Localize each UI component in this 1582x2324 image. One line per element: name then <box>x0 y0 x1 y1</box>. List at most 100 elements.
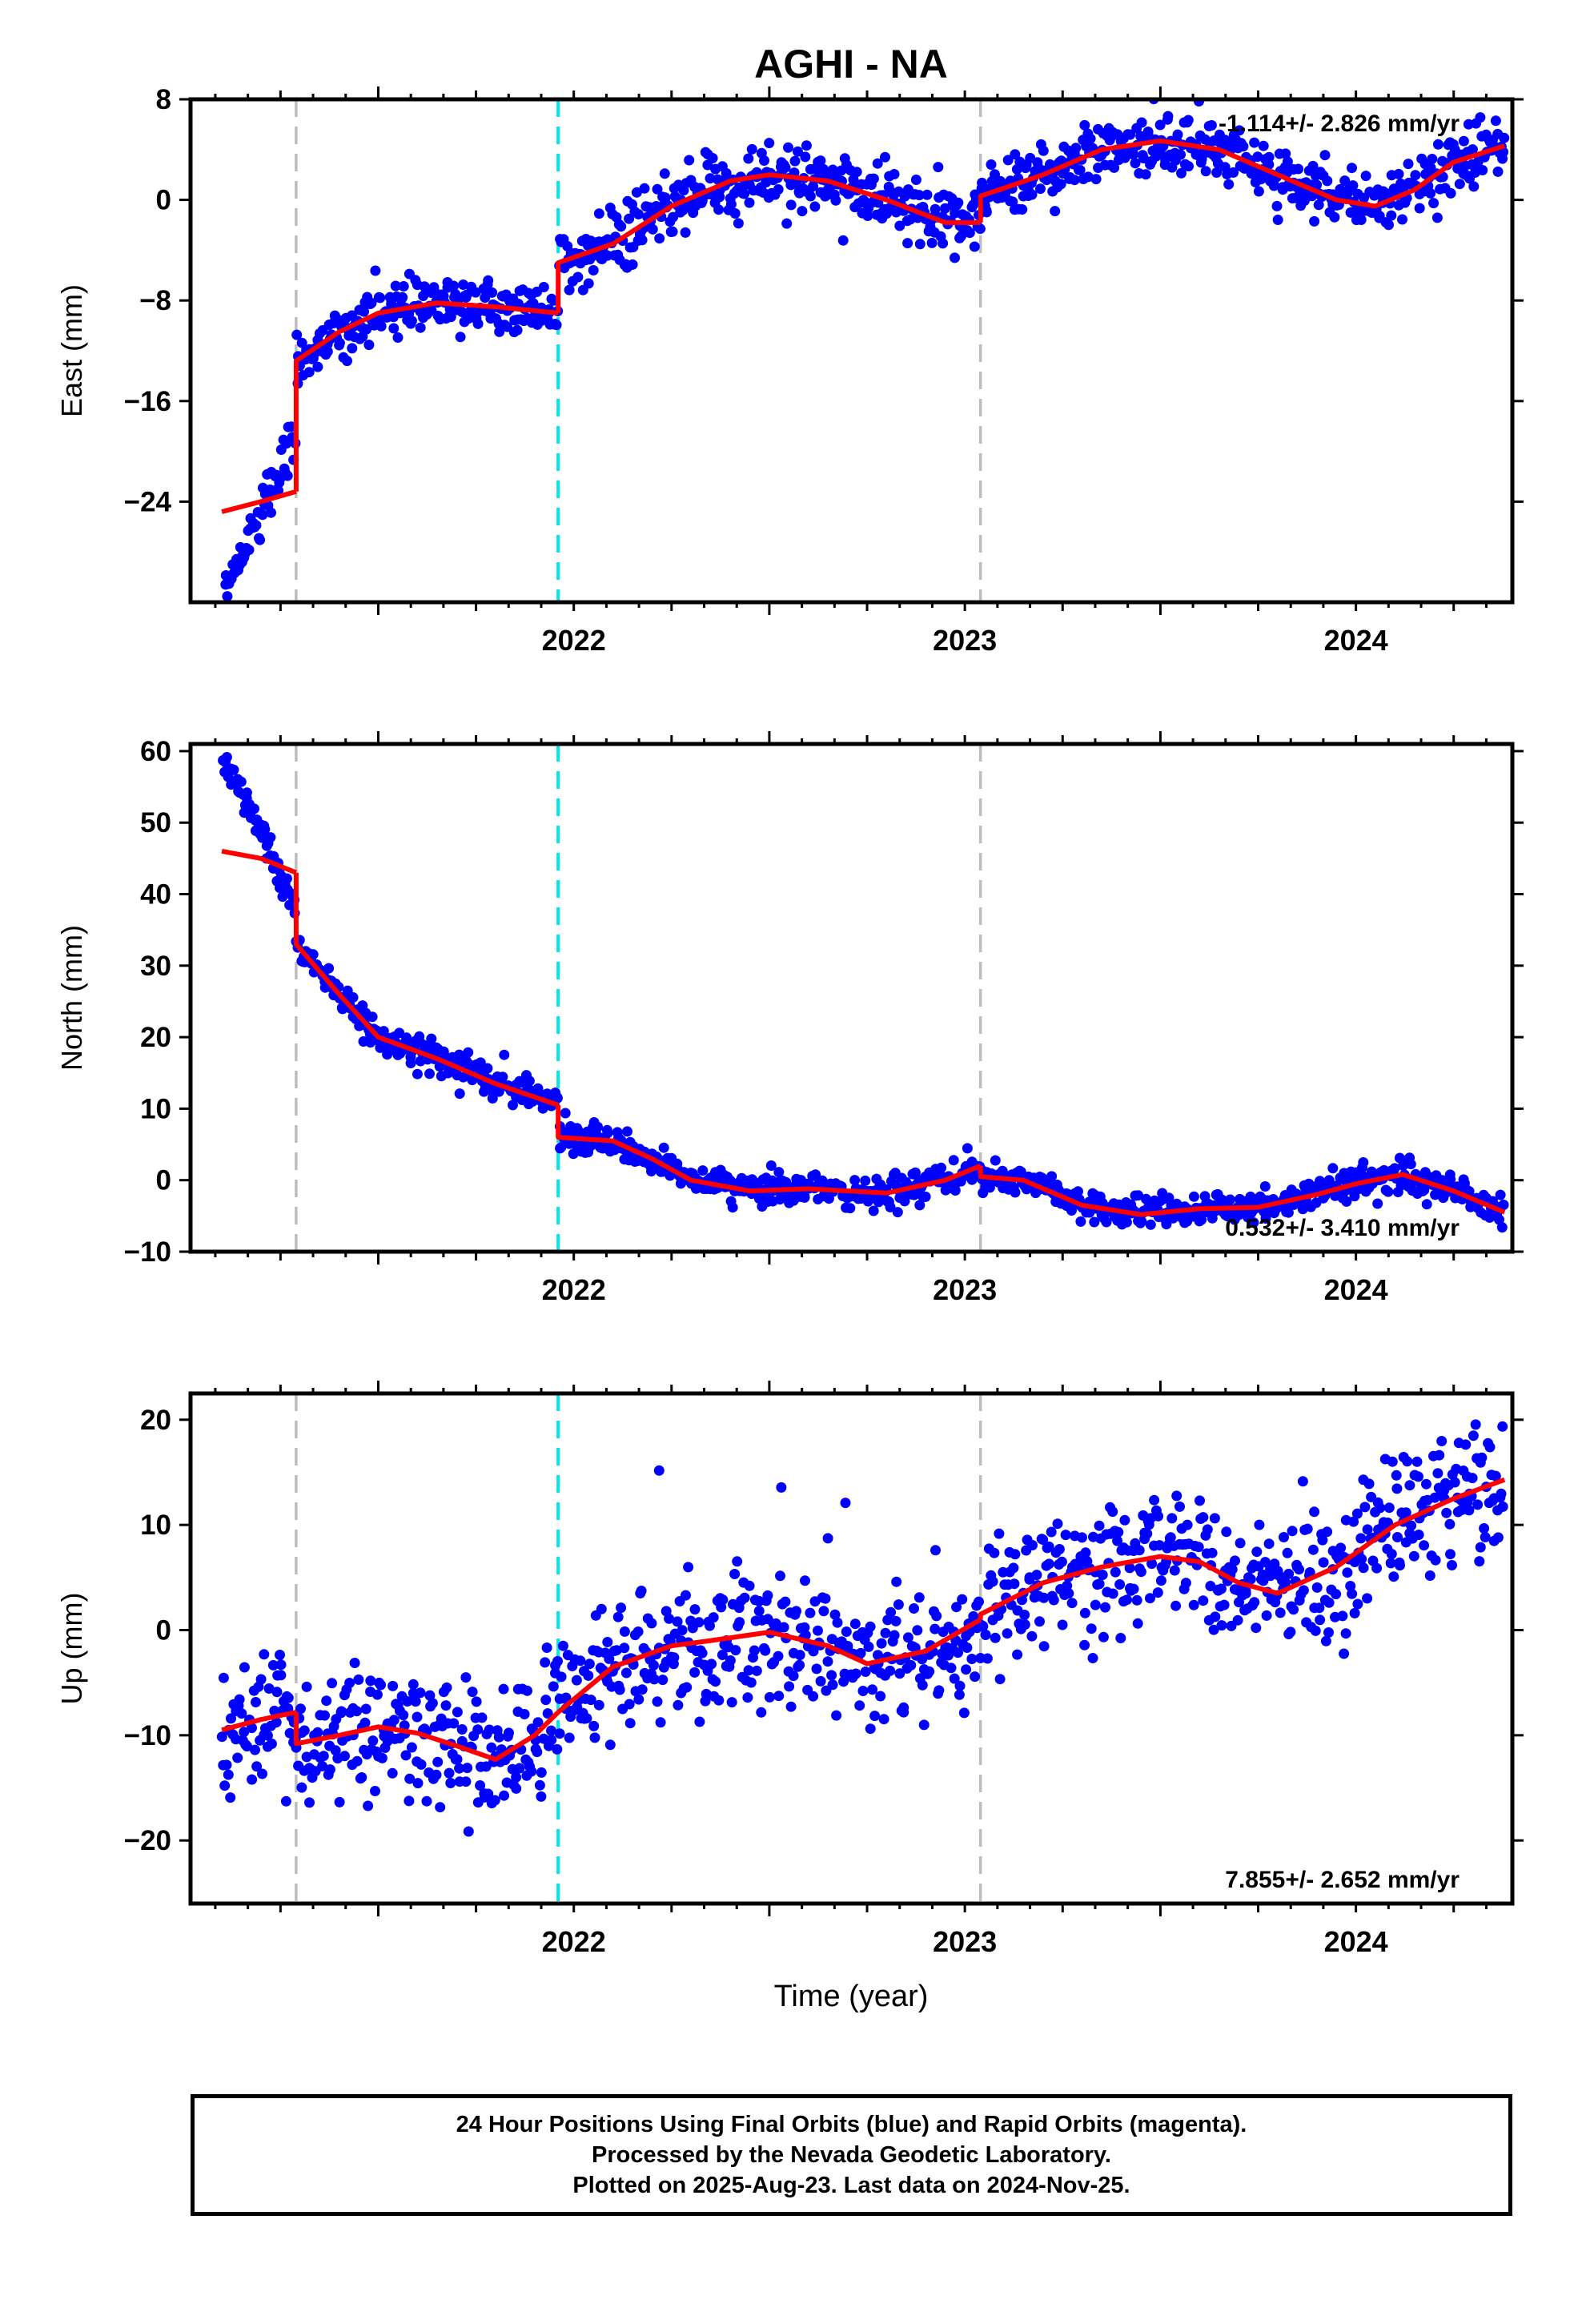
fit-line <box>221 1710 297 1733</box>
data-point <box>339 1751 350 1762</box>
data-point <box>725 1655 736 1666</box>
data-point <box>865 1621 876 1632</box>
data-point <box>727 1202 738 1213</box>
data-point <box>1302 1523 1313 1534</box>
data-point <box>1490 115 1501 127</box>
data-point <box>876 1638 887 1649</box>
data-point <box>970 1671 981 1683</box>
data-point <box>627 259 638 270</box>
plot-frame <box>188 742 1515 1254</box>
data-point <box>327 1678 338 1689</box>
data-point <box>1411 1456 1423 1467</box>
data-point <box>1112 1535 1123 1546</box>
data-point <box>1397 214 1407 225</box>
data-point <box>1496 1488 1507 1499</box>
data-point <box>862 211 873 221</box>
data-point <box>1431 212 1443 223</box>
data-point <box>910 175 921 185</box>
data-point <box>532 1717 544 1728</box>
data-point <box>673 1699 684 1711</box>
data-point <box>511 1771 522 1783</box>
data-point <box>863 1641 874 1652</box>
data-point <box>854 1700 865 1711</box>
data-point <box>926 237 938 248</box>
data-point <box>511 1783 522 1794</box>
data-point <box>463 1047 474 1058</box>
data-point <box>454 1088 465 1100</box>
data-point <box>920 1191 931 1202</box>
data-point <box>1421 1478 1431 1490</box>
data-point <box>592 1121 604 1132</box>
data-point <box>1145 1219 1156 1230</box>
data-point <box>398 1710 409 1721</box>
y-tick-label: 60 <box>140 736 171 767</box>
data-point <box>1195 1495 1205 1506</box>
data-point <box>822 1656 833 1667</box>
data-point <box>296 1782 307 1793</box>
data-point <box>721 167 732 179</box>
data-point <box>620 1667 632 1679</box>
data-point <box>349 1658 360 1668</box>
data-point <box>694 1716 705 1727</box>
data-point <box>239 1727 250 1738</box>
data-point <box>435 1802 446 1813</box>
data-point <box>681 1590 691 1601</box>
data-point <box>441 1682 452 1693</box>
data-point <box>347 992 359 1003</box>
data-point <box>307 949 319 960</box>
data-point <box>1404 1480 1415 1491</box>
data-point <box>1414 203 1425 214</box>
data-point <box>404 1795 415 1807</box>
x-tick-label: 2022 <box>542 1273 606 1306</box>
data-point <box>1288 1604 1299 1615</box>
data-point <box>636 235 648 246</box>
data-point <box>743 1665 754 1676</box>
data-point <box>1387 1456 1398 1467</box>
data-point <box>1012 1649 1023 1660</box>
data-point <box>1113 1526 1124 1538</box>
data-point <box>476 1712 488 1723</box>
data-point <box>1476 1452 1488 1463</box>
data-point <box>878 1714 889 1725</box>
data-point <box>1427 1347 1437 1357</box>
data-point <box>259 1649 270 1660</box>
data-point <box>1335 1542 1347 1554</box>
data-point <box>1007 196 1018 207</box>
data-point <box>954 1689 965 1700</box>
data-point <box>282 470 293 481</box>
data-point <box>664 1613 675 1624</box>
data-point <box>1209 1513 1220 1524</box>
data-point <box>680 227 691 238</box>
data-point <box>1425 187 1436 199</box>
data-point <box>323 963 335 974</box>
y-tick-label: 0 <box>156 1615 171 1647</box>
data-point <box>953 1647 963 1659</box>
data-point <box>616 221 627 232</box>
data-point <box>1362 1593 1373 1604</box>
data-point <box>221 1759 232 1771</box>
data-point <box>894 1668 905 1679</box>
data-point <box>257 509 268 521</box>
data-point <box>1227 1564 1238 1575</box>
data-point <box>554 1728 565 1739</box>
data-point <box>514 1763 525 1774</box>
data-point <box>811 1663 822 1675</box>
data-point <box>1309 1506 1320 1518</box>
data-point <box>1468 181 1480 192</box>
data-point <box>1403 159 1414 170</box>
data-point <box>1408 1550 1419 1562</box>
data-point <box>219 616 230 626</box>
data-point <box>456 1724 468 1735</box>
data-point <box>868 173 879 184</box>
data-point <box>275 1670 287 1681</box>
data-point <box>1391 1470 1402 1481</box>
data-point <box>1477 165 1488 175</box>
data-point <box>548 1681 559 1692</box>
x-tick-label: 2022 <box>542 1925 606 1958</box>
data-point <box>805 1607 816 1618</box>
data-point <box>894 220 905 231</box>
data-point <box>251 1761 263 1772</box>
data-point <box>1161 1219 1172 1230</box>
data-point <box>773 1651 784 1662</box>
footer-line-3: Plotted on 2025-Aug-23. Last data on 202… <box>572 2173 1130 2198</box>
